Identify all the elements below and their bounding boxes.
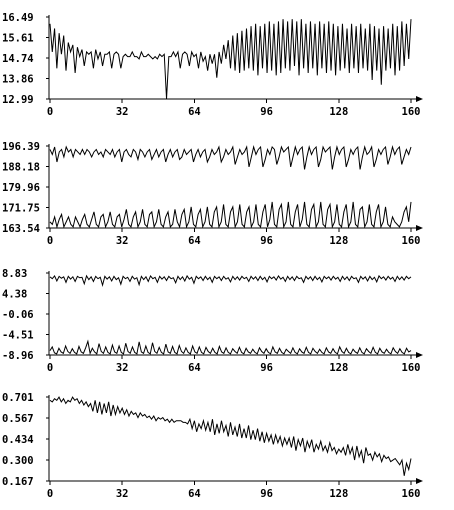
series-line-2 — [49, 201, 412, 229]
y-tick-label: -8.96 — [2, 350, 34, 362]
x-tick-label: 0 — [47, 235, 53, 247]
y-tick-label: 179.96 — [2, 182, 40, 194]
chart-panel-3: 8.83 4.38 -0.06 -4.51 -8.96 0 32 64 96 128 160 — [2, 268, 423, 374]
x-tick-label: 64 — [188, 362, 201, 374]
x-tick-label: 0 — [47, 488, 53, 500]
series-line-2 — [49, 339, 412, 356]
chart-panel-2: 196.39 188.18 179.96 171.75 163.54 0 32 64 96 128… — [2, 141, 423, 247]
x-tick-label: 160 — [402, 235, 421, 247]
x-tick-label: 128 — [329, 106, 348, 118]
x-tick-label: 64 — [188, 106, 201, 118]
y-tick-label: 163.54 — [2, 223, 40, 235]
x-tick-label: 32 — [116, 235, 129, 247]
y-tick-label: -0.06 — [2, 309, 34, 321]
x-tick-label: 0 — [47, 362, 53, 374]
y-tick-label: 0.300 — [2, 455, 34, 467]
x-tick-label: 96 — [260, 235, 273, 247]
y-tick-label: 4.38 — [2, 289, 27, 301]
x-tick-label: 32 — [116, 488, 129, 500]
y-tick-label: 15.61 — [2, 33, 34, 45]
x-tick-label: 128 — [329, 362, 348, 374]
chart-panel-4: 0.701 0.567 0.434 0.300 0.167 0 32 64 96 128 160 — [2, 392, 423, 500]
chart-panel-1: 16.49 15.61 14.74 13.86 12.99 0 32 64 96 128 160 — [2, 12, 423, 118]
x-tick-label: 160 — [402, 106, 421, 118]
x-axis-arrow-icon — [416, 96, 423, 102]
y-tick-label: 16.49 — [2, 12, 34, 24]
y-tick-label: 0.701 — [2, 392, 34, 404]
x-tick-label: 96 — [260, 106, 273, 118]
series-line-1 — [49, 396, 412, 476]
x-axis-arrow-icon — [416, 352, 423, 358]
series-line-1 — [49, 145, 412, 170]
x-tick-label: 96 — [260, 488, 273, 500]
y-tick-label: 0.567 — [2, 413, 34, 425]
y-tick-label: 0.167 — [2, 476, 34, 488]
y-tick-label: 12.99 — [2, 94, 34, 106]
x-axis-arrow-icon — [416, 225, 423, 231]
y-tick-label: 0.434 — [2, 434, 34, 446]
x-tick-label: 160 — [402, 362, 421, 374]
y-tick-label: -4.51 — [2, 330, 34, 342]
y-tick-label: 171.75 — [2, 203, 40, 215]
series-line-1 — [49, 274, 412, 287]
x-tick-label: 32 — [116, 362, 129, 374]
x-tick-label: 128 — [329, 235, 348, 247]
series-line-1 — [49, 19, 412, 99]
x-tick-label: 128 — [329, 488, 348, 500]
y-tick-label: 188.18 — [2, 162, 40, 174]
x-axis-arrow-icon — [416, 478, 423, 484]
x-tick-label: 64 — [188, 235, 201, 247]
x-tick-label: 0 — [47, 106, 53, 118]
y-tick-label: 196.39 — [2, 141, 40, 153]
x-tick-label: 32 — [116, 106, 129, 118]
x-tick-label: 160 — [402, 488, 421, 500]
x-tick-label: 64 — [188, 488, 201, 500]
y-tick-label: 14.74 — [2, 53, 34, 65]
y-tick-label: 13.86 — [2, 74, 34, 86]
x-tick-label: 96 — [260, 362, 273, 374]
y-tick-label: 8.83 — [2, 268, 27, 280]
